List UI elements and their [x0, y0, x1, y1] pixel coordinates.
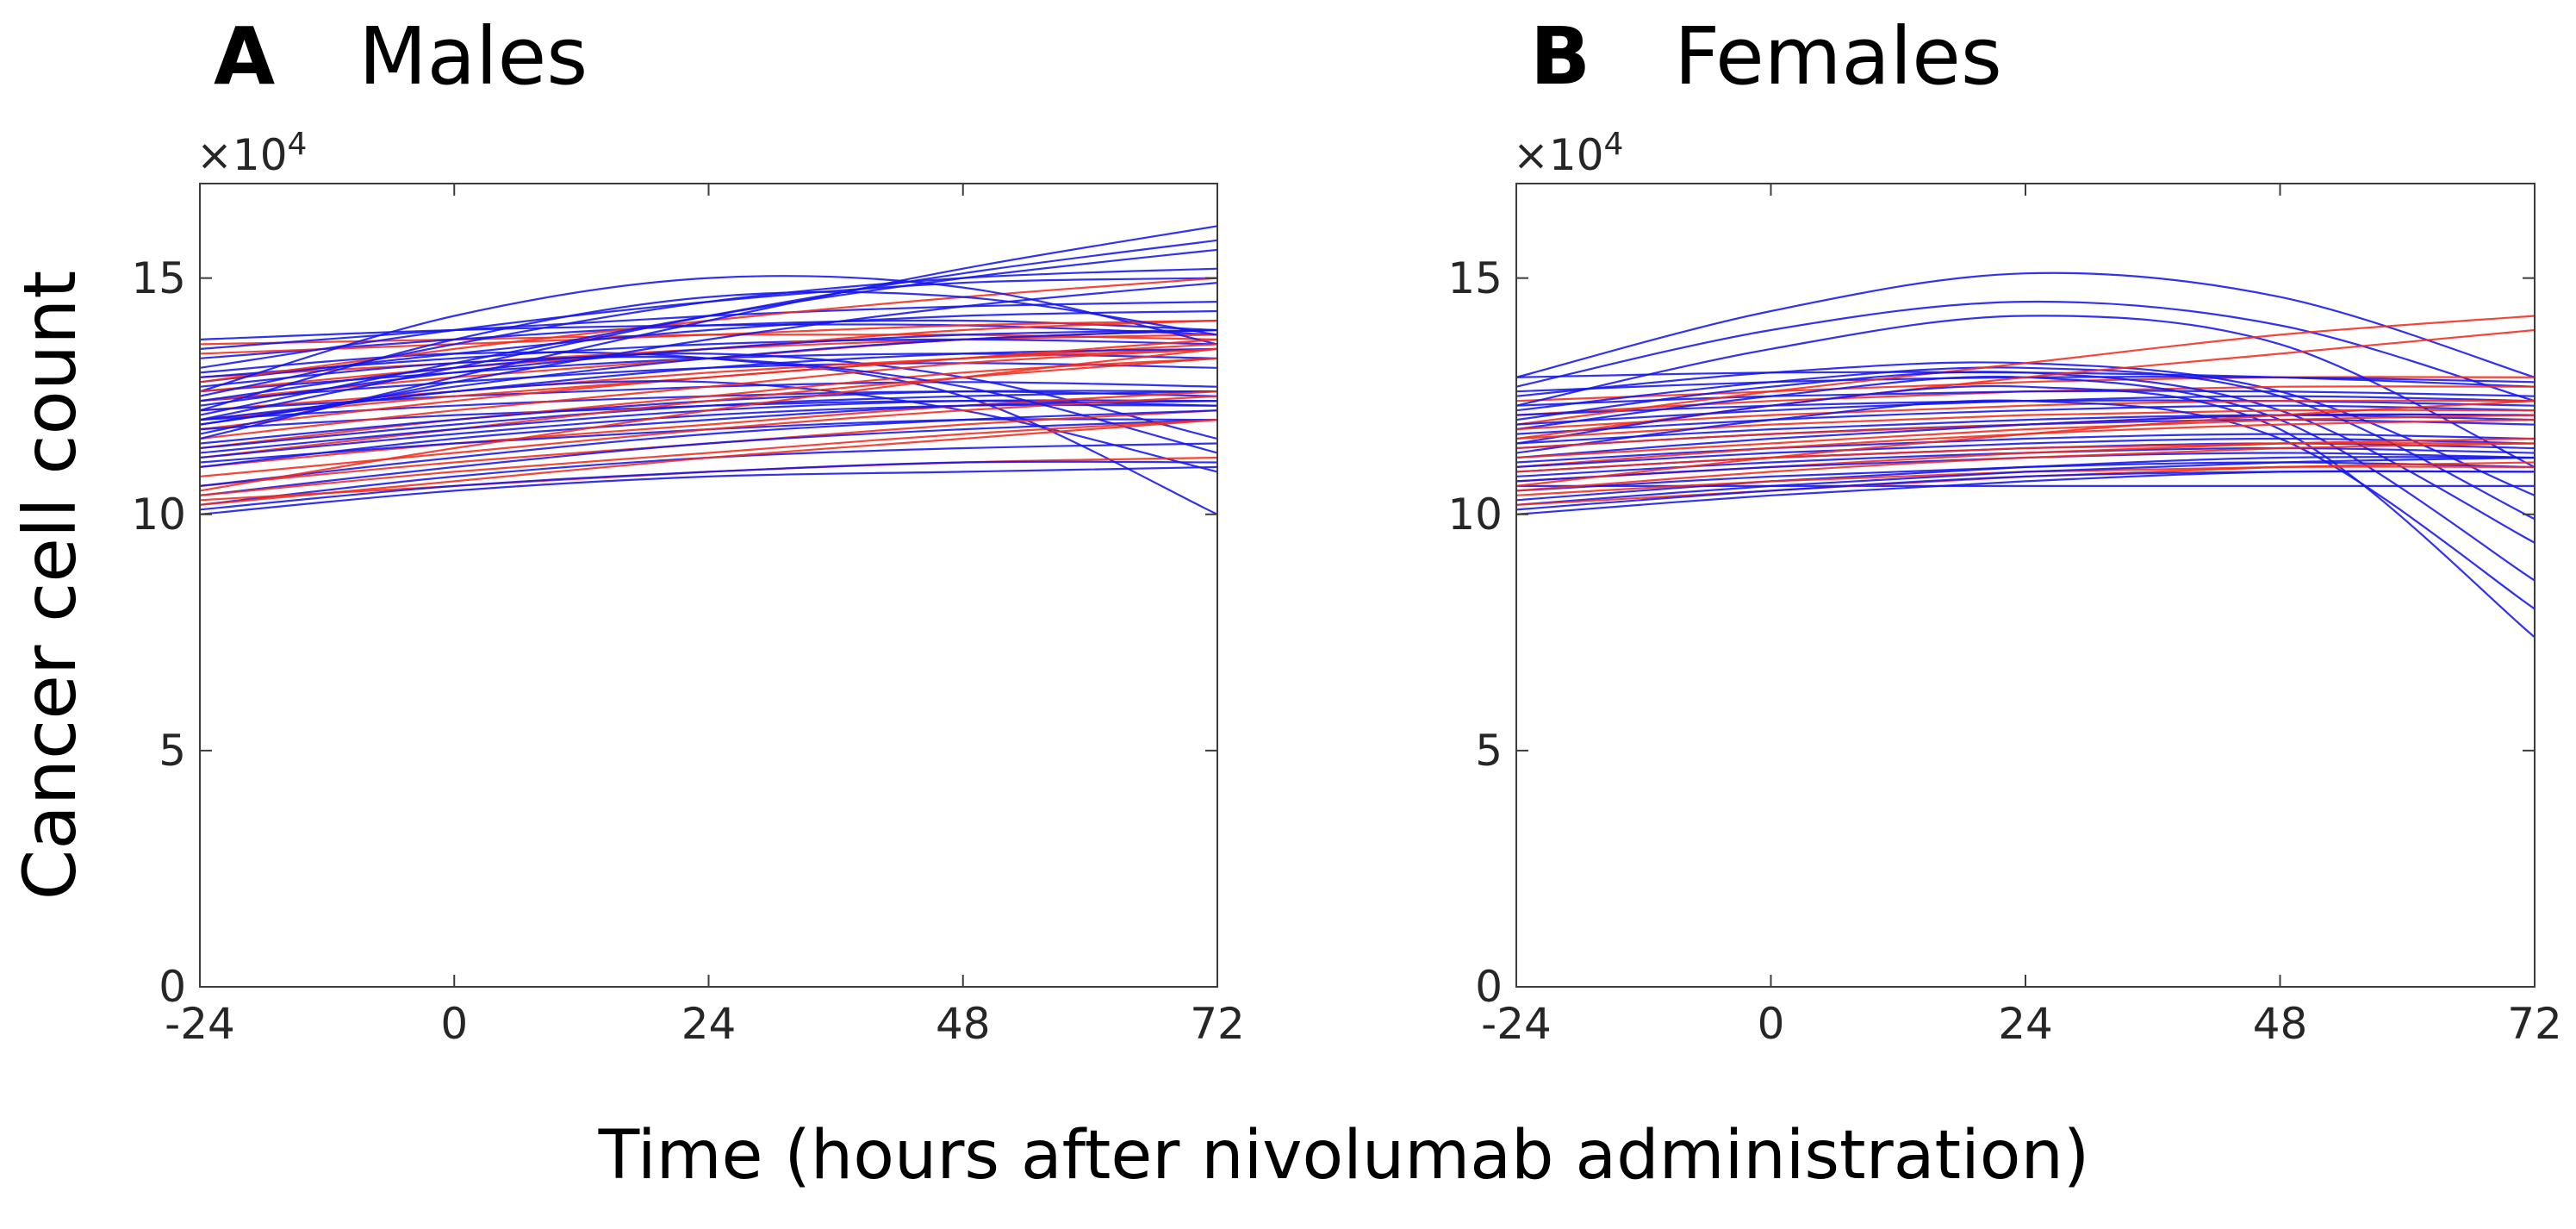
blue-mouse-curve [1516, 384, 2535, 639]
blue-mouse-curve [200, 239, 1217, 421]
blue-mouse-curve [1516, 315, 2535, 468]
blue-mouse-curve [1516, 271, 2535, 378]
panel-b-letter: B [1530, 10, 1591, 103]
blue-mouse-curve [200, 328, 1217, 407]
x-tick-label: 0 [1757, 999, 1785, 1049]
y-tick-label: 10 [131, 489, 186, 540]
panel-b-title: B Females [1530, 16, 2002, 98]
x-axis-label: Time (hours after nivolumab administrati… [598, 1117, 2090, 1195]
blue-mouse-curve [1516, 399, 2535, 610]
blue-mouse-curve [1516, 456, 2535, 502]
red-mouse-curve [1516, 414, 2535, 459]
x-tick-label: 24 [1998, 999, 2053, 1049]
blue-mouse-curve [200, 275, 1217, 393]
blue-mouse-curve [200, 400, 1217, 468]
blue-mouse-curve [1516, 300, 2535, 402]
panel-b-y-multiplier-exp: 4 [1603, 127, 1624, 162]
blue-mouse-curve [200, 355, 1217, 454]
y-tick-label: 10 [1447, 489, 1503, 540]
panel-a-title: A Males [214, 16, 588, 98]
blue-mouse-curve [1516, 470, 2535, 515]
panel-a-y-multiplier: ×104 [196, 127, 308, 180]
panel-a-name: Males [358, 10, 588, 103]
red-mouse-curve [200, 395, 1217, 477]
red-mouse-curve [1516, 400, 2535, 487]
blue-mouse-curve [200, 465, 1217, 515]
blue-mouse-curve [200, 419, 1217, 496]
x-tick-label: -24 [1481, 999, 1552, 1049]
blue-mouse-curve [200, 282, 1217, 435]
blue-mouse-curve [200, 409, 1217, 487]
panel-a-y-multiplier-base: ×10 [196, 130, 288, 180]
blue-mouse-curve [200, 290, 1217, 412]
blue-mouse-curve [1516, 414, 2535, 445]
panel-a-letter: A [214, 10, 276, 103]
red-mouse-curve [200, 347, 1217, 440]
blue-mouse-curve [1516, 433, 2535, 464]
red-mouse-curve [1516, 399, 2535, 431]
x-tick-label: -24 [165, 999, 235, 1049]
x-tick-label: 48 [935, 999, 991, 1049]
red-mouse-curve [1516, 442, 2535, 473]
blue-mouse-curve [1516, 376, 2535, 393]
axes-box [1515, 183, 2536, 988]
red-mouse-curve [200, 419, 1217, 506]
blue-mouse-curve [1516, 390, 2535, 407]
red-mouse-curve [200, 357, 1217, 459]
red-mouse-curve [200, 319, 1217, 355]
panel-b-y-multiplier: ×104 [1513, 127, 1624, 180]
red-mouse-curve [200, 347, 1217, 492]
blue-mouse-curve [200, 338, 1217, 378]
x-tick-label: 0 [440, 999, 469, 1049]
blue-mouse-curve [200, 352, 1217, 440]
blue-mouse-curve [200, 460, 1217, 511]
panel-a-y-multiplier-exp: 4 [287, 127, 308, 162]
y-axis-label: Cancer cell count [8, 270, 92, 901]
x-tick-label: 72 [1190, 999, 1245, 1049]
y-tick-label: 5 [159, 725, 186, 776]
blue-mouse-curve [1516, 470, 2535, 511]
blue-mouse-curve [1516, 404, 2535, 435]
blue-mouse-curve [200, 390, 1217, 450]
y-tick-label: 15 [131, 253, 186, 303]
red-mouse-curve [1516, 442, 2535, 492]
red-mouse-curve [1516, 315, 2535, 426]
y-tick-label: 5 [1475, 725, 1503, 776]
x-tick-label: 24 [681, 999, 737, 1049]
red-mouse-curve [200, 419, 1217, 496]
red-mouse-curve [200, 390, 1217, 468]
blue-mouse-curve [1516, 437, 2535, 468]
blue-mouse-curve [1516, 413, 2535, 459]
panel-b-y-multiplier-base: ×10 [1513, 130, 1604, 180]
y-tick-label: 15 [1447, 253, 1503, 303]
panel-b-name: Females [1674, 10, 2002, 103]
red-mouse-curve [1516, 376, 2535, 402]
x-tick-label: 48 [2252, 999, 2308, 1049]
red-mouse-curve [200, 338, 1217, 431]
y-tick-label: 0 [1475, 962, 1503, 1012]
blue-mouse-curve [1516, 456, 2535, 506]
blue-mouse-curve [200, 225, 1217, 440]
y-tick-label: 0 [159, 962, 186, 1012]
x-tick-label: 72 [2507, 999, 2562, 1049]
